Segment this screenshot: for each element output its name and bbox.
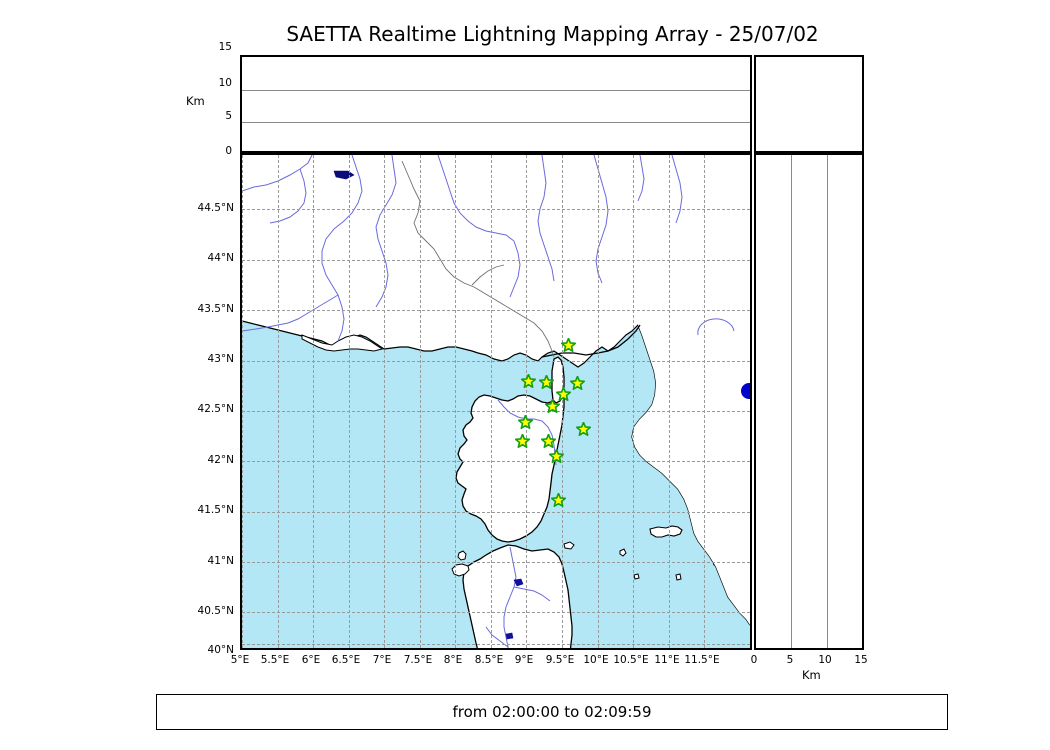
lat-tick-42.5: 42.5°N <box>197 403 234 415</box>
islet-montecristo <box>675 573 682 581</box>
station-star-icon[interactable] <box>549 448 565 464</box>
alt-tick-10: 10 <box>218 77 232 89</box>
gridline-lat-42.5 <box>242 410 750 412</box>
gridline-lon-6 <box>313 155 315 648</box>
altitude-time-panel <box>240 55 752 153</box>
right-axis-label: Km <box>802 668 821 682</box>
right-tick-10: 10 <box>818 654 832 666</box>
islet-capraia <box>619 548 627 557</box>
gridline-lat-44 <box>242 259 750 261</box>
gridline-lon-5 <box>242 155 243 648</box>
lon-tick-10: 10°E <box>583 654 609 666</box>
gridline-lat-41.5 <box>242 511 750 513</box>
lon-tick-6: 6°E <box>301 654 321 666</box>
gridline-lat-41 <box>242 562 750 563</box>
gridline-lat-44.5 <box>242 209 750 211</box>
page-title: SAETTA Realtime Lightning Mapping Array … <box>286 22 819 46</box>
alt-tick-5: 5 <box>225 110 232 122</box>
status-bar: from 02:00:00 to 02:09:59 <box>156 694 948 730</box>
lon-tick-8.5: 8.5°E <box>474 654 504 666</box>
station-star-icon[interactable] <box>560 337 576 353</box>
lat-tick-40.5: 40.5°N <box>197 605 234 617</box>
lon-tick-7: 7°E <box>372 654 392 666</box>
rivers <box>242 155 735 648</box>
gridline-lat-40.5 <box>242 612 750 614</box>
gridline-lon-9 <box>526 155 528 648</box>
islet-pianosa <box>633 573 640 580</box>
islet-maddalena <box>563 541 575 550</box>
gridline-right-5 <box>791 155 793 648</box>
station-star-icon[interactable] <box>517 414 534 430</box>
station-star-icon[interactable] <box>544 398 560 414</box>
asinara-island <box>457 550 467 561</box>
station-star-icon[interactable] <box>520 373 536 389</box>
gridline-alt-5 <box>242 122 750 124</box>
lat-tick-43.5: 43.5°N <box>197 303 234 315</box>
lon-tick-11.5: 11.5°E <box>684 654 720 666</box>
gridline-alt-10 <box>242 89 750 91</box>
gridline-lat-40 <box>242 644 750 645</box>
status-text: from 02:00:00 to 02:09:59 <box>452 703 652 721</box>
station-star-icon[interactable] <box>551 492 567 508</box>
altitude-distance-panel <box>754 153 864 650</box>
gridline-lon-10 <box>597 155 599 648</box>
station-star-icon[interactable] <box>540 433 556 449</box>
lon-tick-11: 11°E <box>654 654 680 666</box>
lon-tick-9: 9°E <box>514 654 534 666</box>
gridline-right-10 <box>826 155 828 648</box>
lon-tick-7.5: 7.5°E <box>403 654 433 666</box>
blue-marker-dot[interactable] <box>740 383 750 400</box>
alt-tick-0: 0 <box>225 145 232 157</box>
lon-tick-8: 8°E <box>443 654 463 666</box>
lon-tick-5: 5°E <box>230 654 250 666</box>
lat-tick-44: 44°N <box>207 252 234 264</box>
map-canvas <box>242 155 750 648</box>
lon-tick-5.5: 5.5°E <box>260 654 290 666</box>
lat-tick-43: 43°N <box>207 353 234 365</box>
coast-detail-south-france <box>301 334 384 352</box>
right-tick-5: 5 <box>786 654 794 666</box>
station-star-icon[interactable] <box>555 386 571 402</box>
landmass-corsica <box>455 357 565 543</box>
right-tick-15: 15 <box>854 654 868 666</box>
corner-panel <box>754 55 864 153</box>
right-tick-0: 0 <box>750 654 758 666</box>
elba-island <box>649 525 683 538</box>
gridline-lat-42 <box>242 461 750 463</box>
lon-tick-10.5: 10.5°E <box>613 654 649 666</box>
station-star-icon[interactable] <box>538 374 554 390</box>
lon-tick-6.5: 6.5°E <box>331 654 361 666</box>
gridline-lat-43.5 <box>242 310 750 312</box>
gridline-lon-11.5 <box>704 155 706 648</box>
station-star-icon[interactable] <box>576 421 592 437</box>
gridline-lon-11 <box>668 155 670 648</box>
lat-tick-44.5: 44.5°N <box>197 202 234 214</box>
gridline-lon-5.5 <box>277 155 279 648</box>
lake-sardinia-2 <box>505 632 514 640</box>
alt-tick-15: 15 <box>218 41 232 53</box>
lat-tick-40: 40°N <box>207 644 234 656</box>
gridline-lon-6.5 <box>348 155 350 648</box>
altitude-axis-label: Km <box>186 94 205 108</box>
gridline-lon-8.5 <box>490 155 492 648</box>
lat-tick-42: 42°N <box>207 454 234 466</box>
lake-sardinia-1 <box>513 578 524 587</box>
gridline-lat-43 <box>242 360 750 362</box>
landmass-italy <box>632 155 750 625</box>
gridline-lon-10.5 <box>633 155 635 648</box>
gridline-lon-7.5 <box>419 155 421 648</box>
lat-tick-41: 41°N <box>207 555 234 567</box>
admin-borders <box>401 160 555 358</box>
gridline-lon-7 <box>384 155 386 648</box>
lon-tick-9.5: 9.5°E <box>545 654 575 666</box>
lat-tick-41.5: 41.5°N <box>197 504 234 516</box>
station-star-icon[interactable] <box>515 433 531 449</box>
landmass-sardinia <box>462 544 573 648</box>
gridline-lon-9.5 <box>562 155 563 648</box>
gridline-lon-8 <box>455 155 457 648</box>
map-panel[interactable] <box>240 153 752 650</box>
station-star-icon[interactable] <box>569 375 585 391</box>
